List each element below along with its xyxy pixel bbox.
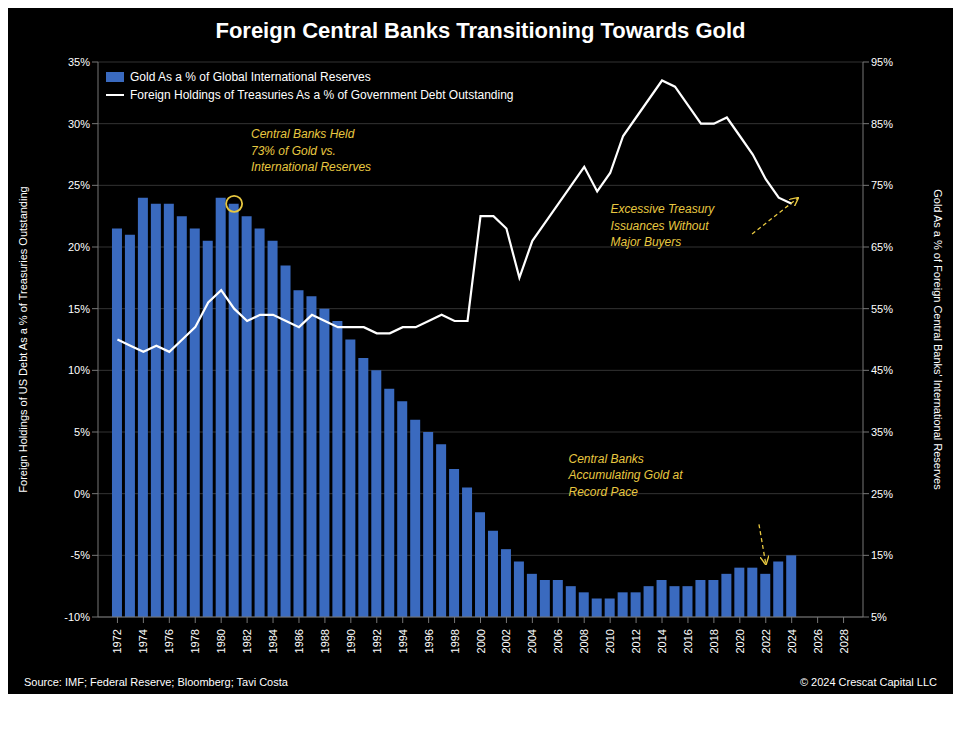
- svg-text:1996: 1996: [423, 629, 435, 653]
- html-text:Excessive Treasury Issuances W: Excessive Treasury Issuances Without Maj…: [610, 201, 715, 250]
- svg-text:2012: 2012: [630, 629, 642, 653]
- svg-text:1990: 1990: [345, 629, 357, 653]
- svg-text:1986: 1986: [293, 629, 305, 653]
- svg-text:20%: 20%: [68, 241, 90, 253]
- html-text:Central Banks Accumulating Gol: Central Banks Accumulating Gold at Recor…: [568, 451, 683, 500]
- html-text:Gold As a % of Global Internat: Gold As a % of Global International Rese…: [130, 70, 371, 84]
- svg-text:2018: 2018: [708, 629, 720, 653]
- svg-text:1978: 1978: [189, 629, 201, 653]
- svg-text:85%: 85%: [871, 118, 893, 130]
- svg-text:35%: 35%: [68, 56, 90, 68]
- svg-text:45%: 45%: [871, 364, 893, 376]
- html-text:© 2024 Crescat Capital LLC: © 2024 Crescat Capital LLC: [799, 676, 937, 688]
- svg-text:1984: 1984: [267, 629, 279, 653]
- svg-text:2022: 2022: [760, 629, 772, 653]
- svg-text:1982: 1982: [241, 629, 253, 653]
- svg-text:2000: 2000: [475, 629, 487, 653]
- svg-text:25%: 25%: [871, 488, 893, 500]
- svg-text:15%: 15%: [68, 303, 90, 315]
- svg-text:1994: 1994: [397, 629, 409, 653]
- svg-text:0%: 0%: [74, 488, 90, 500]
- svg-text:2016: 2016: [682, 629, 694, 653]
- svg-text:2014: 2014: [656, 629, 668, 653]
- svg-text:65%: 65%: [871, 241, 893, 253]
- svg-text:2026: 2026: [812, 629, 824, 653]
- svg-text:75%: 75%: [871, 179, 893, 191]
- svg-text:55%: 55%: [871, 303, 893, 315]
- html-text:Central Banks Held 73% of Gold: Central Banks Held 73% of Gold vs. Inter…: [251, 126, 372, 175]
- svg-text:Foreign Holdings of US Debt As: Foreign Holdings of US Debt As a % of Tr…: [17, 186, 29, 492]
- svg-text:Gold As a % of Foreign Central: Gold As a % of Foreign Central Banks' In…: [932, 189, 944, 490]
- svg-text:2008: 2008: [578, 629, 590, 653]
- html-text:Foreign Holdings of Treasuries: Foreign Holdings of Treasuries As a % of…: [130, 88, 514, 102]
- svg-text:1988: 1988: [319, 629, 331, 653]
- svg-text:2002: 2002: [500, 629, 512, 653]
- svg-text:2004: 2004: [526, 629, 538, 653]
- svg-text:30%: 30%: [68, 118, 90, 130]
- html-text:Source: IMF; Federal Reserve;: Source: IMF; Federal Reserve; Bloomberg;…: [24, 676, 288, 688]
- svg-text:2006: 2006: [552, 629, 564, 653]
- svg-text:1974: 1974: [137, 629, 149, 653]
- html-text:Foreign Central Banks Transiti: Foreign Central Banks Transitioning Towa…: [215, 18, 746, 43]
- svg-text:1992: 1992: [371, 629, 383, 653]
- svg-text:95%: 95%: [871, 56, 893, 68]
- svg-text:5%: 5%: [871, 611, 887, 623]
- svg-text:10%: 10%: [68, 364, 90, 376]
- svg-text:5%: 5%: [74, 426, 90, 438]
- svg-text:1972: 1972: [111, 629, 123, 653]
- svg-text:-10%: -10%: [64, 611, 90, 623]
- svg-text:1976: 1976: [163, 629, 175, 653]
- svg-text:2020: 2020: [734, 629, 746, 653]
- svg-text:15%: 15%: [871, 549, 893, 561]
- svg-text:-5%: -5%: [70, 549, 90, 561]
- svg-text:35%: 35%: [871, 426, 893, 438]
- svg-text:2024: 2024: [786, 629, 798, 653]
- svg-text:1998: 1998: [449, 629, 461, 653]
- svg-text:25%: 25%: [68, 179, 90, 191]
- svg-text:1980: 1980: [215, 629, 227, 653]
- svg-text:2028: 2028: [838, 629, 850, 653]
- svg-text:2010: 2010: [604, 629, 616, 653]
